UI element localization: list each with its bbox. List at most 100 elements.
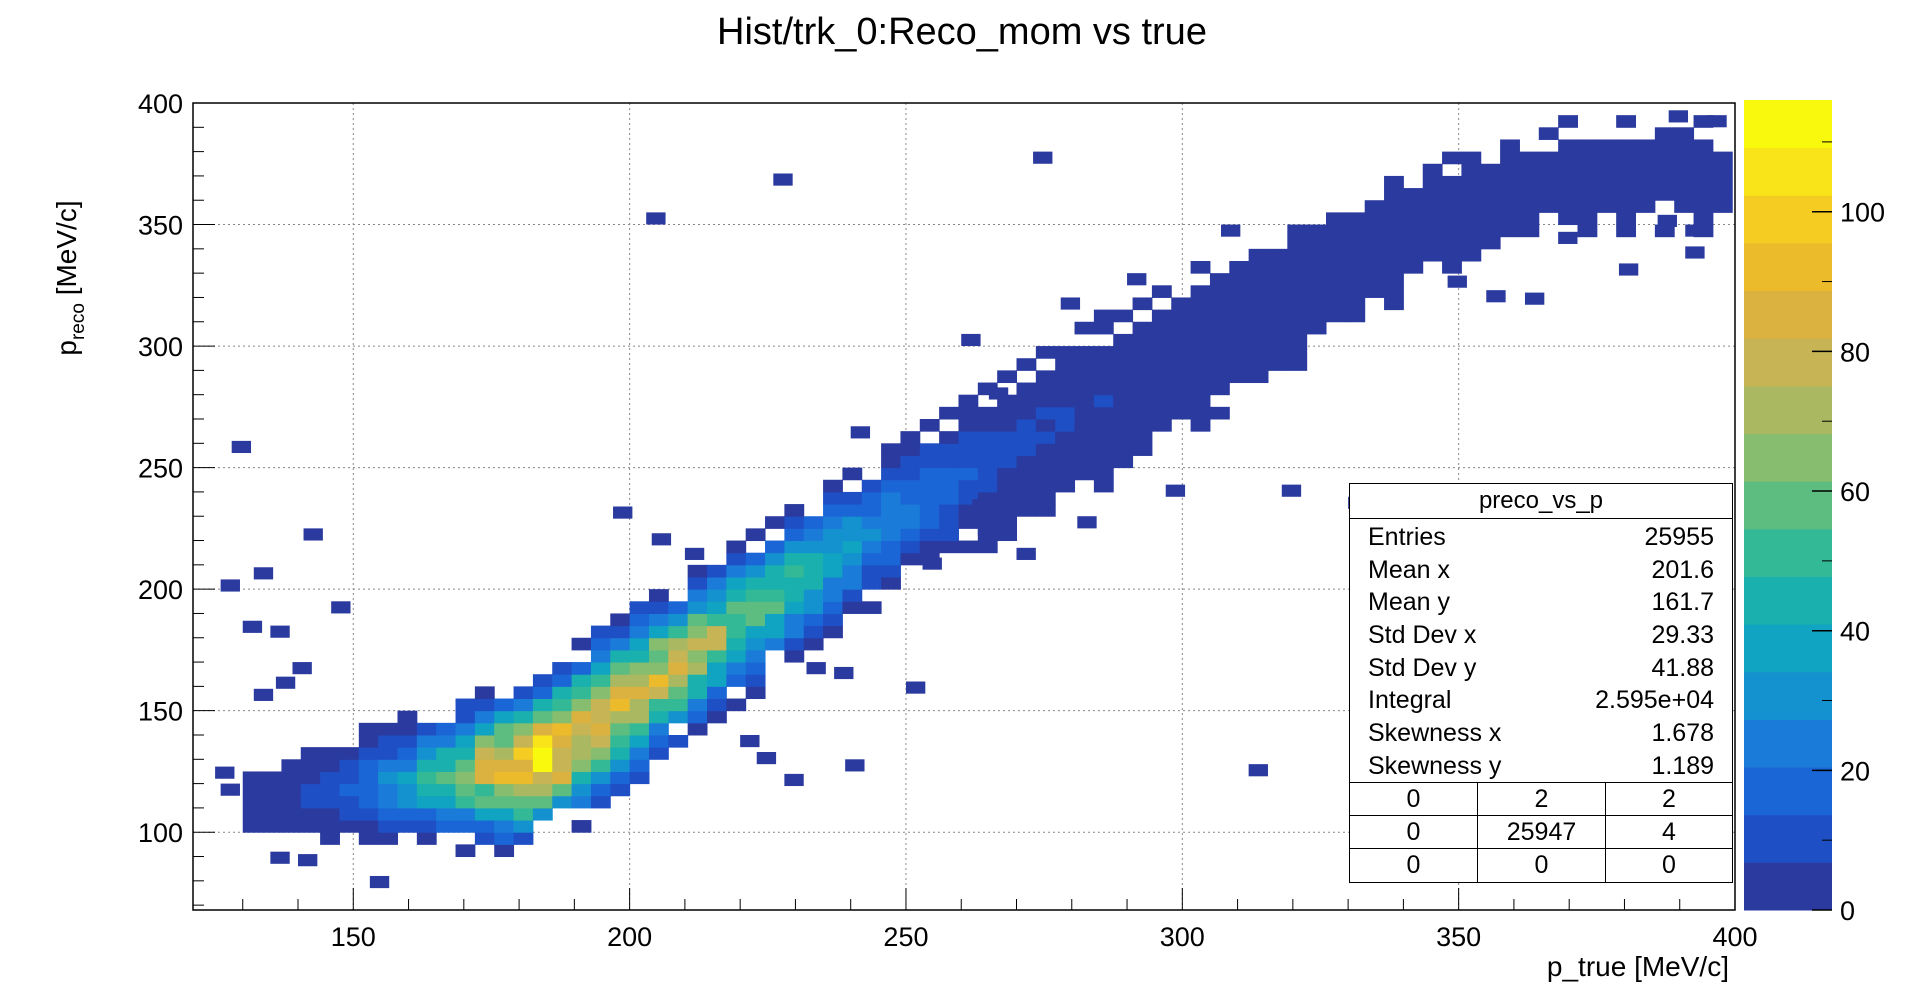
heatmap-bin: [1281, 484, 1302, 497]
heatmap-bin: [590, 698, 611, 712]
heatmap-bin: [1461, 175, 1482, 189]
heatmap-bin: [784, 504, 805, 517]
heatmap-bin: [320, 820, 340, 833]
heatmap-bin: [1248, 333, 1269, 347]
overflow-cell: 0: [1350, 816, 1478, 849]
heatmap-bin: [1055, 382, 1076, 396]
heatmap-bin: [300, 795, 321, 809]
heatmap-bin: [1035, 491, 1056, 505]
heatmap-bin: [1635, 139, 1656, 153]
heatmap-bin: [455, 710, 476, 724]
heatmap-bin: [613, 506, 633, 519]
overflow-cell: 0: [1478, 849, 1606, 882]
heatmap-bin: [513, 832, 534, 845]
heatmap-bin: [922, 557, 942, 570]
x-tick-label: 250: [883, 922, 928, 952]
heatmap-bin: [1326, 248, 1346, 262]
heatmap-bin: [1093, 309, 1114, 323]
heatmap-bin: [397, 795, 418, 809]
stats-label: Skewness y: [1368, 751, 1502, 780]
heatmap-bin: [1616, 224, 1637, 238]
heatmap-bin: [803, 516, 824, 529]
heatmap-bin: [1151, 358, 1172, 371]
heatmap-bin: [629, 759, 650, 772]
heatmap-bin: [1287, 273, 1308, 286]
heatmap-bin: [1654, 139, 1675, 153]
heatmap-bin: [1345, 224, 1366, 238]
heatmap-bin: [1654, 188, 1675, 201]
heatmap-bin: [1016, 431, 1037, 444]
heatmap-bin: [1016, 547, 1036, 560]
heatmap-bin: [281, 783, 302, 797]
heatmap-bin: [474, 686, 495, 700]
heatmap-bin: [1500, 151, 1520, 165]
heatmap-bin: [1190, 333, 1211, 347]
heatmap-bin: [378, 807, 398, 821]
heatmap-bin: [784, 773, 804, 787]
heatmap-bin: [590, 722, 611, 736]
heatmap-bin: [1442, 151, 1462, 165]
heatmap-bin: [687, 576, 708, 590]
heatmap-bin: [900, 552, 921, 566]
heatmap-bin: [532, 783, 553, 797]
heatmap-bin: [339, 783, 360, 797]
stats-label: Skewness x: [1368, 719, 1502, 748]
heatmap-bin: [905, 681, 926, 694]
heatmap-bin: [1674, 139, 1695, 153]
heatmap-bin: [765, 613, 785, 627]
heatmap-bin: [1635, 175, 1656, 189]
heatmap-bin: [1171, 358, 1192, 371]
heatmap-bin: [1654, 127, 1675, 140]
heatmap-bin: [1674, 151, 1695, 165]
heatmap-bin: [806, 662, 826, 675]
heatmap-bin: [900, 455, 921, 469]
heatmap-bin: [1519, 212, 1540, 226]
heatmap-bin: [275, 676, 296, 689]
heatmap-bin: [842, 540, 863, 554]
heatmap-bin: [1629, 188, 1650, 201]
heatmap-bin: [1035, 382, 1056, 396]
heatmap-bin: [1442, 188, 1462, 201]
heatmap-bin: [745, 601, 766, 614]
heatmap-bin: [436, 783, 457, 797]
heatmap-bin: [262, 795, 282, 809]
heatmap-bin: [339, 759, 360, 772]
heatmap-bin: [1055, 467, 1076, 481]
heatmap-bin: [1306, 285, 1327, 298]
heatmap-bin: [745, 686, 766, 700]
heatmap-bin: [648, 613, 669, 627]
heatmap-bin: [610, 771, 631, 785]
heatmap-bin: [1209, 321, 1230, 335]
heatmap-bin: [900, 540, 921, 554]
heatmap-bin: [1616, 175, 1637, 189]
heatmap-bin: [1519, 151, 1540, 165]
heatmap-bin: [1060, 297, 1081, 310]
heatmap-bin: [1248, 358, 1269, 371]
heatmap-bin: [220, 579, 240, 592]
heatmap-bin: [300, 820, 321, 833]
stats-row-skewness-y: Skewness y 1.189: [1368, 750, 1714, 783]
stats-row-mean-y: Mean y 161.7: [1368, 586, 1714, 619]
heatmap-bin: [300, 759, 321, 772]
heatmap-bin: [629, 722, 650, 736]
heatmap-bin: [881, 504, 901, 517]
heatmap-bin: [881, 564, 901, 578]
heatmap-bin: [784, 601, 805, 614]
heatmap-bin: [1132, 382, 1153, 396]
heatmap-bin: [1538, 200, 1559, 213]
heatmap-bin: [1190, 285, 1211, 298]
x-tick-label: 200: [607, 922, 652, 952]
heatmap-bin: [358, 783, 379, 797]
heatmap-bin: [1074, 321, 1095, 335]
heatmap-bin: [532, 722, 553, 736]
heatmap-bin: [1093, 467, 1114, 481]
heatmap-bin: [1074, 455, 1095, 469]
heatmap-bin: [939, 540, 959, 554]
heatmap-bin: [436, 734, 457, 748]
heatmap-bin: [1500, 175, 1520, 189]
heatmap-bin: [1364, 236, 1385, 250]
heatmap-bin: [1607, 141, 1628, 155]
heatmap-bin: [1267, 297, 1288, 311]
heatmap-bin: [668, 662, 689, 675]
heatmap-bin: [1248, 764, 1268, 777]
